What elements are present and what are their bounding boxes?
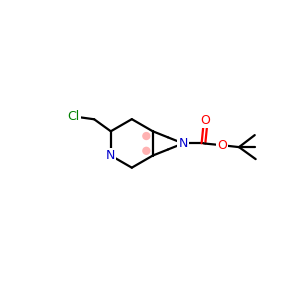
Text: N: N: [178, 137, 188, 150]
Circle shape: [142, 147, 151, 155]
Text: Cl: Cl: [67, 110, 80, 123]
Text: N: N: [106, 149, 116, 162]
Circle shape: [142, 132, 151, 140]
Text: O: O: [200, 114, 210, 127]
Text: O: O: [218, 139, 227, 152]
